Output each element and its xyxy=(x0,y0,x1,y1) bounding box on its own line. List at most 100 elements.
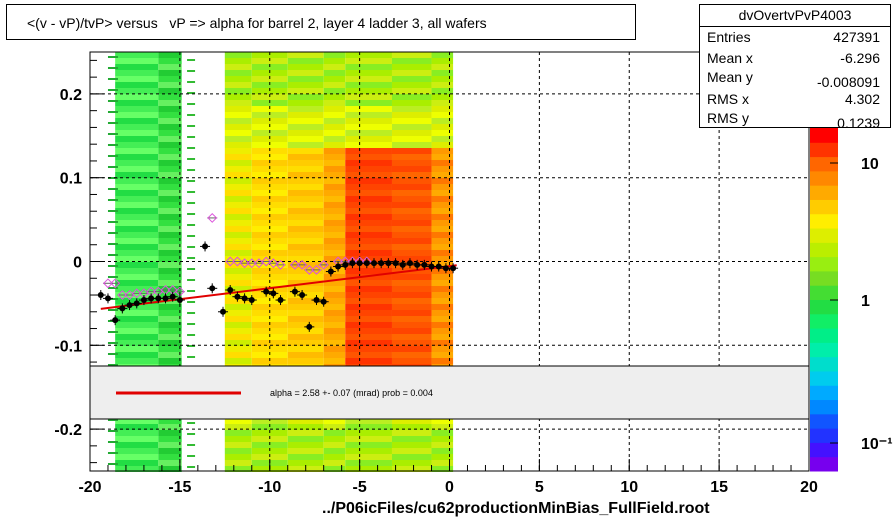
stats-row-mean-y: Mean y -0.008091 xyxy=(700,69,890,90)
heatmap-cell xyxy=(323,112,346,118)
pink-point xyxy=(138,288,149,299)
black-point xyxy=(248,297,255,304)
heatmap-cell xyxy=(431,256,454,262)
heatmap-cell xyxy=(323,334,346,340)
heatmap-cell xyxy=(345,334,392,340)
heatmap-cell xyxy=(287,418,324,424)
heatmap-cell xyxy=(115,70,159,76)
black-point xyxy=(169,293,176,300)
heatmap-cell xyxy=(224,340,252,346)
heatmap-cell xyxy=(187,213,196,215)
heatmap-cell xyxy=(224,256,252,262)
heatmap-cell xyxy=(431,214,454,220)
heatmap-cell xyxy=(287,184,324,190)
heatmap-cell xyxy=(224,196,252,202)
heatmap-cell xyxy=(287,160,324,166)
heatmap-cell xyxy=(391,334,432,340)
heatmap-cell xyxy=(158,244,182,250)
heatmap-cell xyxy=(287,310,324,316)
heatmap-cell xyxy=(345,226,392,232)
pink-point xyxy=(117,290,128,300)
heatmap-cell xyxy=(431,310,454,316)
black-point xyxy=(306,323,313,330)
heatmap-cell xyxy=(323,358,346,364)
stats-label: RMS x xyxy=(707,91,749,107)
heatmap-cell xyxy=(391,76,432,82)
heatmap-cell xyxy=(391,274,432,280)
black-point xyxy=(140,297,147,304)
heatmap-cell xyxy=(107,188,118,190)
heatmap-cell xyxy=(115,124,159,130)
heatmap-cell xyxy=(158,100,182,106)
heatmap-cell xyxy=(391,82,432,88)
heatmap-cell xyxy=(287,94,324,100)
heatmap-cell xyxy=(107,133,118,135)
heatmap-cell xyxy=(345,346,392,352)
heatmap-cell xyxy=(107,100,118,102)
heatmap-cell xyxy=(345,136,392,142)
heatmap-cell xyxy=(431,148,454,154)
heatmap-cell xyxy=(115,268,159,274)
heatmap-cell xyxy=(158,190,182,196)
heatmap-cell xyxy=(391,136,432,142)
heatmap-cell xyxy=(345,220,392,226)
heatmap-cell xyxy=(224,154,252,160)
heatmap-cell xyxy=(391,172,432,178)
heatmap-cell xyxy=(431,460,454,466)
black-point xyxy=(363,260,370,267)
heatmap-cell xyxy=(158,268,182,274)
heatmap-cell xyxy=(287,274,324,280)
heatmap-cell xyxy=(391,226,432,232)
heatmap-cell xyxy=(431,94,454,100)
heatmap-cell xyxy=(345,250,392,256)
heatmap-cell xyxy=(158,154,182,160)
heatmap-cell xyxy=(287,244,324,250)
black-point xyxy=(148,295,155,302)
heatmap-cell xyxy=(323,310,346,316)
heatmap-cell xyxy=(224,88,252,94)
heatmap-cell xyxy=(107,89,118,91)
stats-box: dvOvertvPvP4003 Entries 427391 Mean x -6… xyxy=(699,4,891,131)
heatmap-cell xyxy=(158,196,182,202)
heatmap-cell xyxy=(287,250,324,256)
heatmap-cell xyxy=(187,279,196,281)
heatmap-cell xyxy=(187,246,196,248)
heatmap-cell xyxy=(287,424,324,430)
black-point xyxy=(119,305,126,312)
heatmap-cell xyxy=(431,286,454,292)
black-point xyxy=(320,298,327,305)
heatmap-cell xyxy=(323,352,346,358)
heatmap-cell xyxy=(115,262,159,268)
heatmap-cell xyxy=(224,58,252,64)
heatmap-cell xyxy=(115,154,159,160)
heatmap-cell xyxy=(107,309,118,311)
heatmap-cell xyxy=(115,184,159,190)
heatmap-cell xyxy=(115,418,159,424)
heatmap-cell xyxy=(107,67,118,69)
heatmap-cell xyxy=(391,286,432,292)
heatmap-cell xyxy=(431,220,454,226)
heatmap-cell xyxy=(158,88,182,94)
heatmap-cell xyxy=(287,226,324,232)
heatmap-cell xyxy=(224,130,252,136)
black-point xyxy=(241,295,248,302)
heatmap-cell xyxy=(115,424,159,430)
black-point xyxy=(104,295,111,302)
heatmap-cell xyxy=(431,466,454,472)
z-tick-label: 10 xyxy=(861,156,879,173)
palette-step xyxy=(810,228,838,243)
heatmap-cell xyxy=(391,94,432,100)
heatmap-cell xyxy=(224,52,252,58)
stats-label: RMS y xyxy=(707,110,749,126)
heatmap-cell xyxy=(115,52,159,58)
heatmap-cell xyxy=(115,442,159,448)
palette-step xyxy=(810,270,838,286)
heatmap-cell xyxy=(115,136,159,142)
pink-point xyxy=(297,259,308,270)
heatmap-cell xyxy=(187,169,196,171)
heatmap-cell xyxy=(345,208,392,214)
heatmap-cell xyxy=(323,64,346,70)
heatmap-cell xyxy=(345,70,392,76)
black-point xyxy=(371,260,378,267)
heatmap-cell xyxy=(115,352,159,358)
